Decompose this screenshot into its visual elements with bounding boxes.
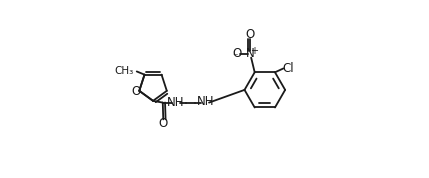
- Text: N: N: [246, 47, 255, 60]
- Text: O: O: [159, 117, 168, 130]
- Text: +: +: [250, 46, 258, 56]
- Text: O: O: [246, 28, 255, 41]
- Text: CH₃: CH₃: [115, 66, 134, 77]
- Text: Cl: Cl: [282, 62, 294, 75]
- Text: ⁻: ⁻: [232, 52, 238, 62]
- Text: NH: NH: [196, 95, 214, 108]
- Text: O: O: [233, 47, 242, 60]
- Text: O: O: [131, 85, 141, 98]
- Text: NH: NH: [167, 96, 185, 109]
